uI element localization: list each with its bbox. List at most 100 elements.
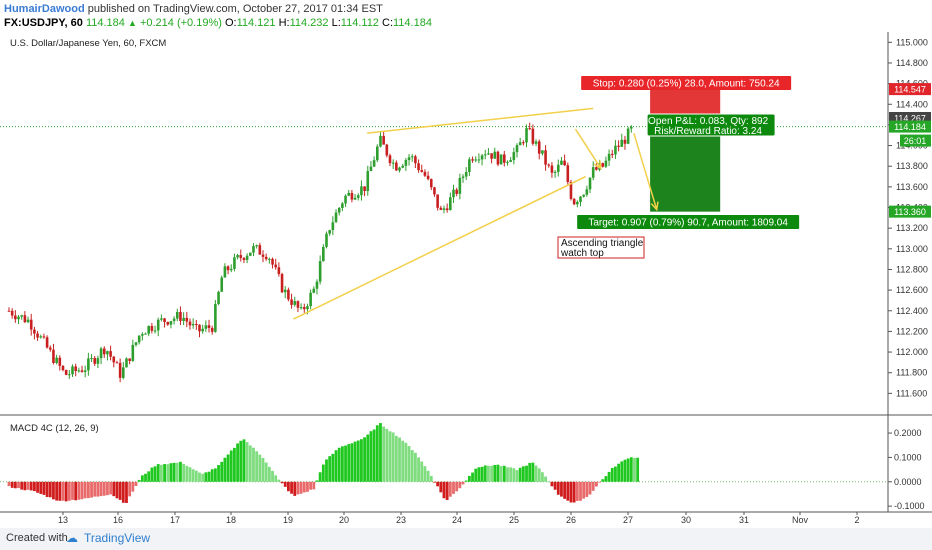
candle-body — [468, 159, 471, 173]
candle-body — [550, 165, 554, 173]
candle-body — [71, 366, 74, 375]
macd-bar — [601, 479, 605, 482]
candle-body — [277, 267, 281, 275]
macd-bar — [172, 462, 176, 482]
price-tick-label: 114.400 — [896, 99, 928, 109]
trendline — [367, 107, 594, 134]
macd-bar — [499, 466, 503, 482]
macd-bar — [163, 464, 166, 482]
macd-bar — [290, 481, 293, 494]
candle-body — [42, 336, 46, 338]
macd-bar — [610, 467, 614, 482]
candle-body — [385, 144, 389, 156]
candle-body — [509, 160, 512, 162]
time-tick-label: 18 — [226, 515, 236, 525]
candle-body — [493, 151, 497, 159]
candle-body — [214, 304, 217, 332]
price-tag: 114.547 — [889, 83, 931, 96]
macd-bar — [29, 481, 33, 491]
risk-reward-text: Risk/Reward Ratio: 3.24 — [654, 126, 762, 137]
macd-bar — [331, 453, 335, 482]
tradingview-brand[interactable]: TradingView — [84, 531, 151, 545]
macd-bar — [112, 481, 116, 497]
macd-bar — [607, 471, 611, 482]
candle-body — [458, 177, 462, 194]
candle-body — [106, 351, 109, 355]
candle-body — [553, 171, 557, 173]
candle-body — [90, 358, 93, 360]
candle-body — [188, 321, 192, 326]
candle-body — [328, 230, 331, 234]
macd-bar — [233, 447, 236, 482]
candle-body — [64, 370, 68, 375]
macd-bar — [566, 481, 570, 501]
macd-bar — [528, 462, 532, 482]
candle-body — [445, 208, 449, 211]
macd-bar — [350, 443, 354, 482]
macd-bar — [160, 464, 163, 482]
candle-body — [74, 366, 77, 371]
candle-body — [591, 167, 595, 178]
candle-body — [417, 163, 420, 171]
macd-bar — [509, 467, 513, 482]
candle-body — [325, 233, 328, 247]
macd-bar — [204, 472, 208, 482]
macd-bar — [182, 463, 186, 482]
macd-bar — [560, 481, 563, 497]
candle-body — [350, 192, 354, 200]
macd-bar — [617, 463, 620, 482]
macd-bar — [506, 467, 509, 482]
macd-bar — [213, 468, 217, 482]
price-tick-label: 112.000 — [896, 347, 928, 357]
macd-pane[interactable]: MACD 4C (12, 26, 9) — [0, 423, 888, 503]
candle-body — [160, 318, 163, 320]
annotation-line1: Ascending triangle — [561, 238, 644, 249]
chart-canvas[interactable]: U.S. Dollar/Japanese Yen, 60, FXCM MACD … — [0, 0, 932, 528]
candle-body — [477, 159, 481, 161]
macd-bar — [118, 481, 122, 500]
candle-body — [630, 126, 633, 129]
price-tag: 113.360 — [889, 205, 931, 218]
author-link[interactable]: HumairDawood — [4, 3, 85, 15]
candle-body — [249, 252, 252, 256]
price-tick-label: 113.600 — [896, 182, 928, 192]
tradingview-logo-icon[interactable]: ☁ — [66, 531, 78, 545]
price-tag-bg — [889, 205, 931, 218]
macd-bar — [594, 481, 598, 487]
macd-bar — [452, 481, 455, 494]
price-change: +0.214 (+0.19%) — [139, 17, 222, 29]
macd-bar — [417, 457, 420, 482]
publication-info: published on TradingView.com, October 27… — [87, 3, 383, 15]
macd-bar — [461, 481, 465, 485]
macd-bar — [315, 480, 319, 482]
macd-bar — [207, 471, 211, 482]
macd-bar — [404, 442, 408, 482]
candle-body — [96, 358, 100, 364]
candle-body — [360, 186, 363, 196]
candle-body — [515, 145, 519, 153]
symbol-name[interactable]: FX:USDJPY, 60 — [4, 17, 83, 29]
candle-body — [506, 161, 509, 163]
target-label: Target: 0.907 (0.79%) 90.7, Amount: 1809… — [577, 215, 800, 229]
macd-bar — [372, 429, 376, 482]
macd-bar — [633, 457, 636, 482]
candle-body — [398, 167, 401, 171]
macd-bar — [261, 457, 265, 482]
macd-tick-label: -0.1000 — [894, 501, 925, 511]
candle-body — [490, 153, 493, 159]
macd-bar — [325, 459, 328, 482]
candle-body — [233, 257, 236, 269]
candle-body — [163, 318, 166, 323]
target-label-text: Target: 0.907 (0.79%) 90.7, Amount: 1809… — [588, 218, 788, 229]
macd-bar — [169, 463, 173, 482]
macd-bar — [283, 481, 287, 487]
macd-bar — [220, 461, 224, 482]
macd-bar — [39, 481, 43, 494]
candle-body — [331, 222, 335, 231]
macd-bar — [455, 481, 459, 492]
macd-bar — [572, 481, 576, 503]
macd-bar — [575, 481, 579, 501]
macd-bar — [223, 457, 227, 482]
macd-bar — [537, 468, 541, 482]
macd-bar — [569, 481, 573, 503]
